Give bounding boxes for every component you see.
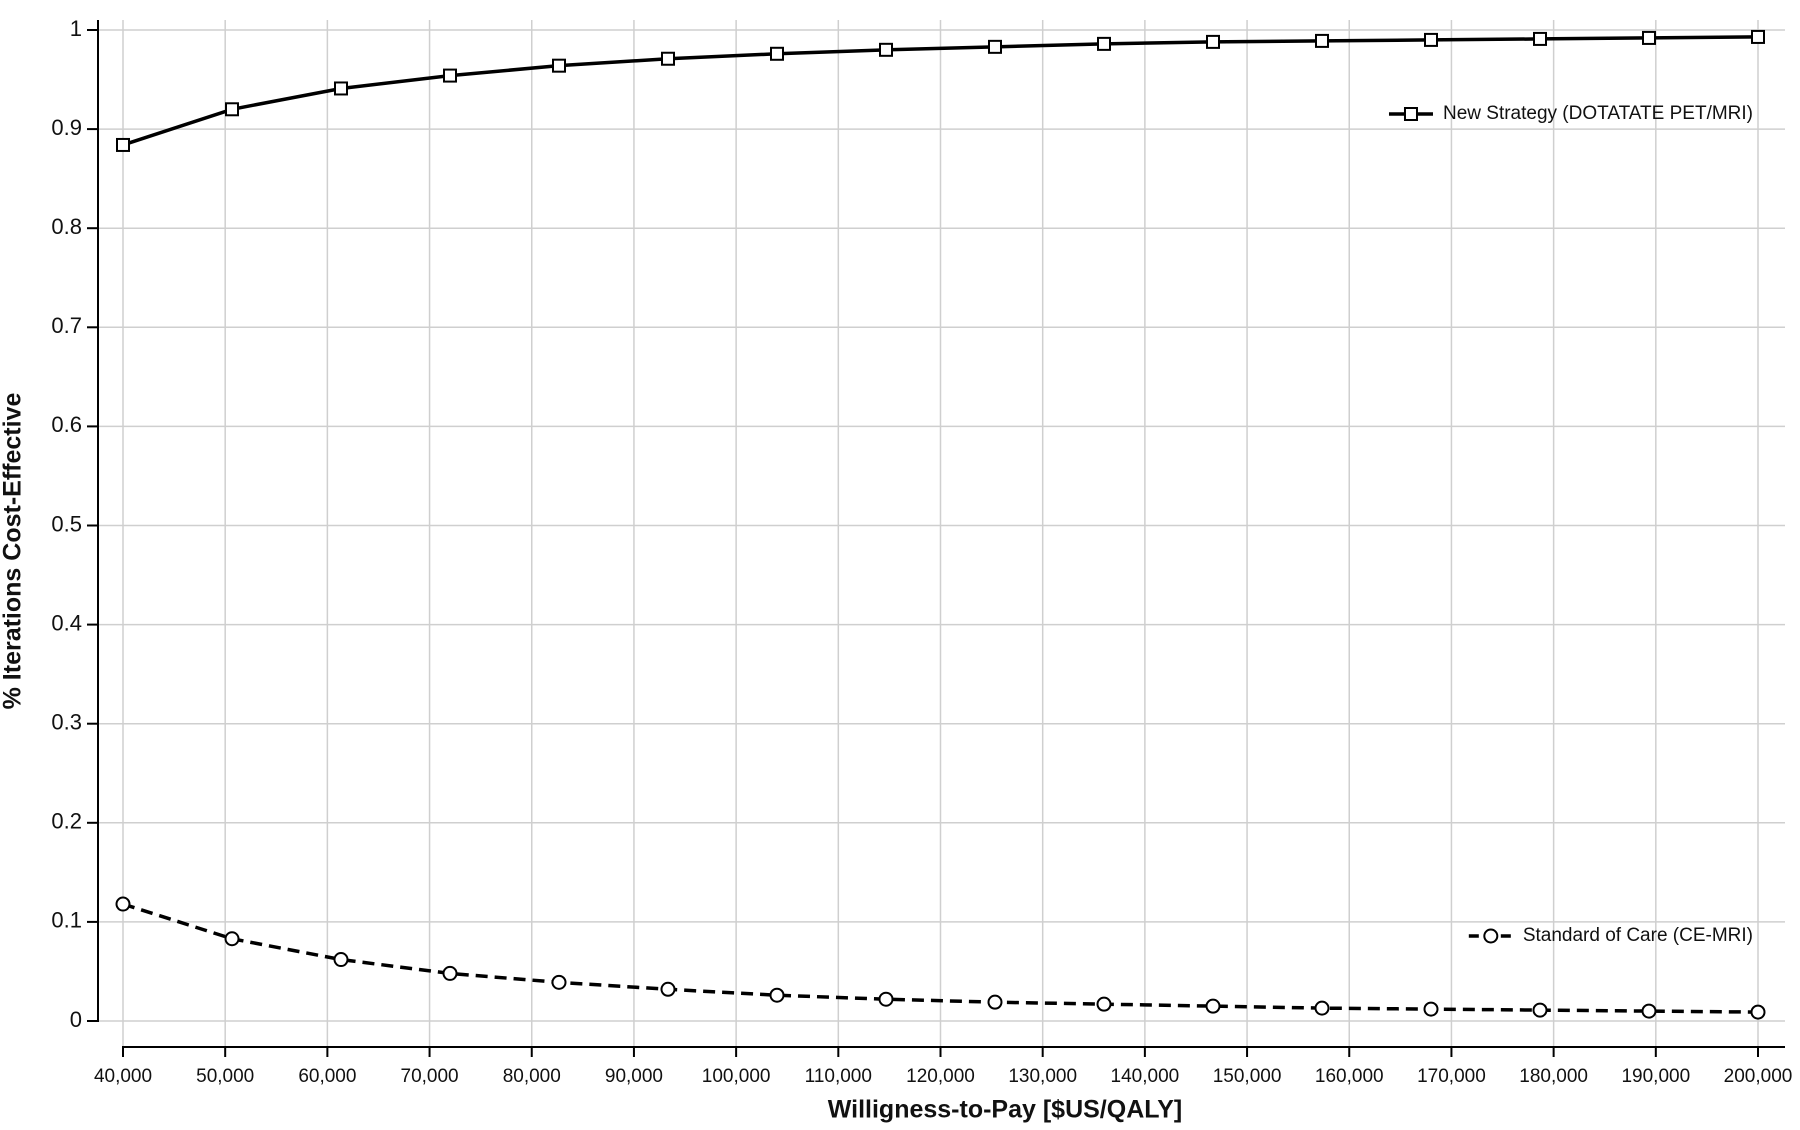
marker: [1532, 1002, 1548, 1018]
marker: [1641, 1003, 1657, 1019]
x-tick-label: 50,000: [196, 1066, 254, 1087]
y-tick-label: 0.2: [51, 809, 82, 834]
marker: [1206, 34, 1221, 49]
legend-label: Standard of Care (CE-MRI): [1523, 925, 1753, 946]
x-tick-label: 130,000: [1008, 1066, 1077, 1087]
y-tick-label: 0.3: [51, 710, 82, 735]
marker: [333, 952, 349, 968]
x-tick-label: 120,000: [906, 1066, 975, 1087]
marker: [1096, 996, 1112, 1012]
marker: [443, 68, 457, 83]
marker: [224, 931, 240, 947]
marker: [551, 974, 567, 990]
marker: [115, 896, 131, 912]
marker: [1423, 1001, 1439, 1017]
y-tick-label: 0.8: [51, 214, 82, 239]
x-tick-label: 70,000: [401, 1066, 459, 1087]
marker: [660, 981, 676, 997]
marker: [987, 39, 1002, 54]
marker: [1314, 33, 1329, 48]
y-tick-label: 0: [70, 1007, 82, 1032]
marker: [660, 51, 675, 66]
legend-marker: [1483, 928, 1499, 944]
y-tick-label: 0.5: [51, 511, 82, 536]
marker: [879, 42, 894, 57]
x-tick-label: 60,000: [298, 1066, 356, 1087]
x-tick-label: 80,000: [503, 1066, 561, 1087]
x-tick-label: 170,000: [1417, 1066, 1486, 1087]
y-tick-label: 0.6: [51, 412, 82, 437]
series-line: [122, 35, 1759, 147]
legend-marker: [1403, 107, 1418, 121]
x-tick-label: 150,000: [1213, 1066, 1282, 1087]
marker: [1751, 29, 1765, 44]
marker: [225, 102, 240, 117]
marker: [552, 58, 567, 73]
marker: [1533, 31, 1548, 46]
marker: [1097, 36, 1111, 51]
marker: [770, 46, 784, 61]
marker: [1424, 32, 1438, 47]
x-tick-label: 200,000: [1724, 1066, 1793, 1087]
x-tick-label: 140,000: [1111, 1066, 1180, 1087]
marker: [769, 987, 785, 1003]
x-tick-label: 110,000: [805, 1066, 872, 1087]
marker: [1641, 30, 1656, 45]
x-tick-label: 180,000: [1519, 1066, 1588, 1087]
marker: [878, 991, 894, 1007]
y-tick-label: 0.7: [51, 313, 82, 338]
x-tick-label: 40,000: [94, 1066, 152, 1087]
marker: [442, 965, 458, 981]
y-tick-label: 0.9: [51, 115, 82, 140]
x-tick-label: 90,000: [605, 1066, 663, 1087]
x-axis-title: Willigness-to-Pay [$US/QALY]: [828, 1096, 1182, 1124]
marker: [1314, 1000, 1330, 1016]
y-tick-label: 1: [70, 16, 82, 41]
x-tick-label: 160,000: [1315, 1066, 1384, 1087]
marker: [333, 81, 348, 96]
marker: [1750, 1004, 1766, 1020]
y-tick-label: 0.1: [51, 908, 82, 933]
marker: [1205, 998, 1221, 1014]
marker: [987, 994, 1003, 1010]
series-line: [122, 902, 1759, 1014]
x-tick-label: 190,000: [1621, 1066, 1690, 1087]
y-tick-label: 0.4: [51, 610, 82, 635]
y-axis-title: % Iterations Cost-Effective: [0, 393, 27, 710]
x-tick-label: 100,000: [702, 1066, 771, 1087]
legend-label: New Strategy (DOTATATE PET/MRI): [1443, 103, 1753, 124]
marker: [116, 137, 130, 152]
